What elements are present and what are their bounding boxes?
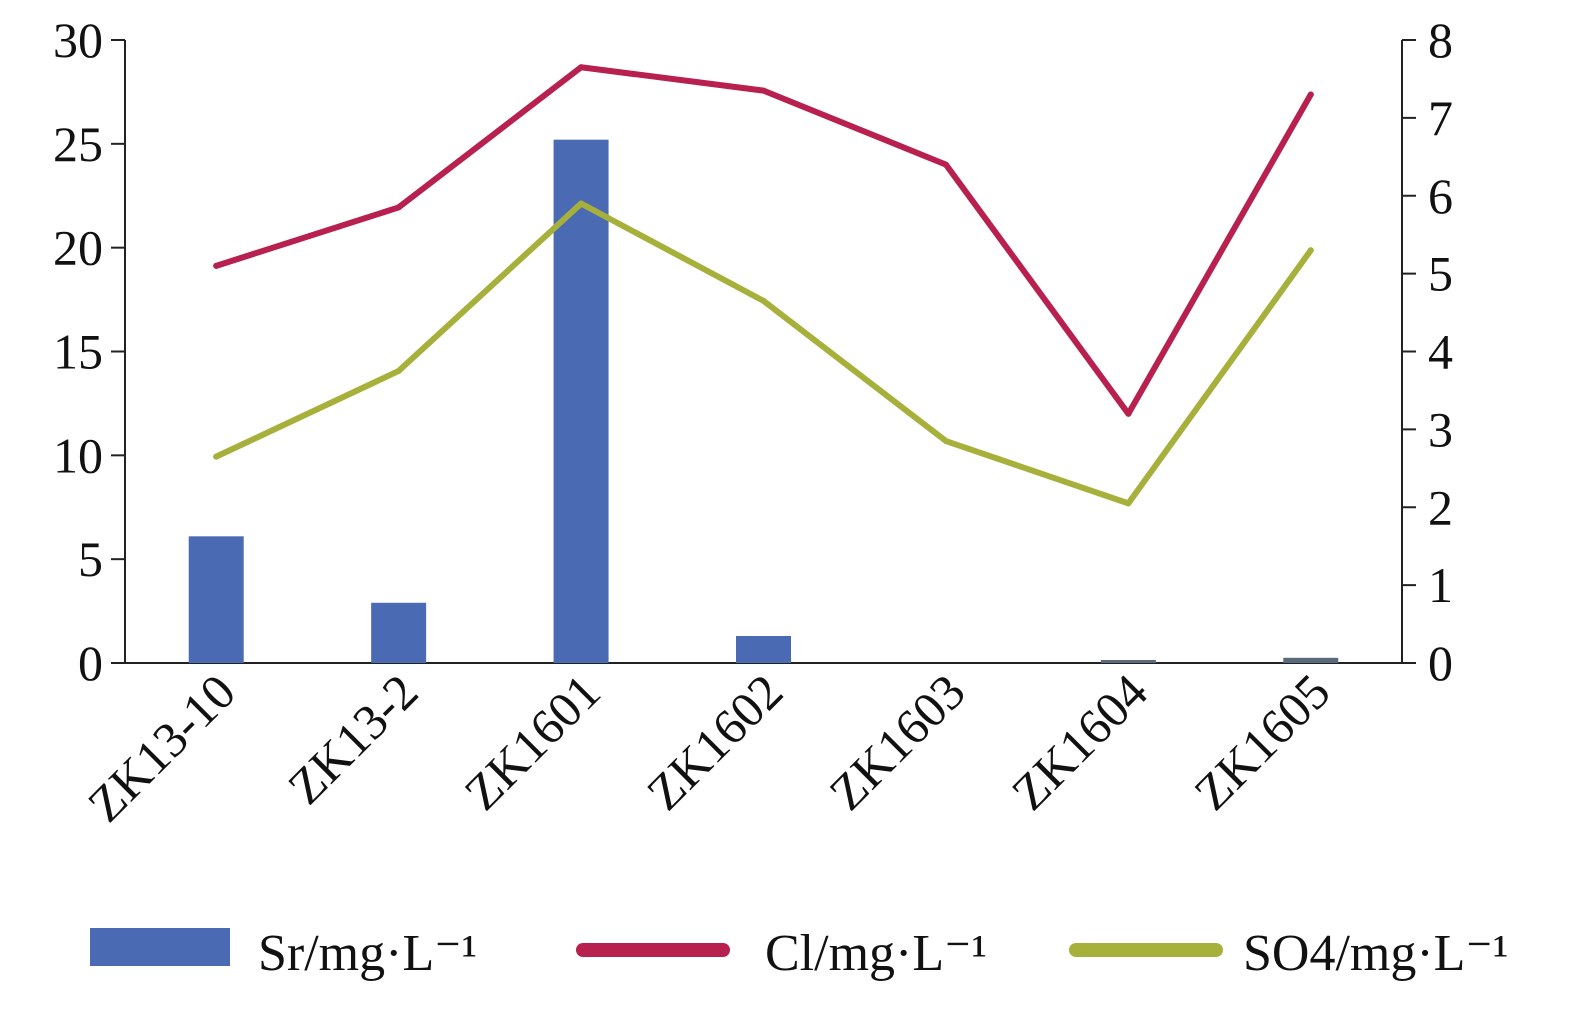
right-tick-label: 4 [1428, 324, 1453, 380]
right-tick-label: 5 [1428, 246, 1453, 302]
point-Cl/mg·L⁻¹ [1307, 91, 1314, 98]
category-label: ZK1603 [818, 663, 975, 820]
category-label: ZK1602 [636, 663, 793, 820]
category-label: ZK1604 [1001, 663, 1158, 820]
point-SO4/mg·L⁻¹ [578, 200, 585, 207]
bar-ZK1602 [736, 636, 791, 663]
bar-ZK1605 [1283, 657, 1339, 663]
right-tick-label: 8 [1428, 12, 1453, 68]
point-SO4/mg·L⁻¹ [942, 438, 949, 445]
left-tick-label: 25 [53, 116, 103, 172]
category-label: ZK13-2 [277, 663, 429, 815]
point-SO4/mg·L⁻¹ [395, 367, 402, 374]
legend-label: Cl/mg·L⁻¹ [765, 925, 987, 982]
line-SO4/mg·L⁻¹ [213, 200, 1314, 507]
bar-ZK1601 [553, 139, 609, 663]
category-labels: ZK13-10 ZK13-2 ZK1601 ZK1602 ZK1603 ZK1604 ZK1… [77, 663, 1341, 832]
line-series [213, 64, 1314, 507]
point-Cl/mg·L⁻¹ [1125, 410, 1132, 417]
left-tick-label: 0 [78, 635, 103, 691]
category-label: ZK1601 [453, 663, 610, 820]
axes: 0 5 10 15 20 25 30 0 1 2 3 4 5 6 7 8 [53, 12, 1453, 691]
right-tick-label: 1 [1428, 557, 1453, 613]
category-label: ZK1605 [1183, 663, 1340, 820]
right-tick-label: 3 [1428, 401, 1453, 457]
left-tick-label: 10 [53, 427, 103, 483]
bar-ZK13-10 [188, 536, 244, 663]
right-tick-label: 0 [1428, 635, 1453, 691]
left-tick-label: 20 [53, 220, 103, 276]
left-tick-label: 5 [78, 531, 103, 587]
right-tick-label: 2 [1428, 479, 1453, 535]
legend-swatch-bar [90, 928, 230, 966]
right-tick-label: 7 [1428, 90, 1453, 146]
line-Cl/mg·L⁻¹ [213, 64, 1314, 417]
point-Cl/mg·L⁻¹ [942, 161, 949, 168]
bar-ZK13-2 [371, 602, 427, 663]
legend-label: Sr/mg·L⁻¹ [258, 925, 477, 982]
left-tick-label: 30 [53, 12, 103, 68]
point-SO4/mg·L⁻¹ [1125, 500, 1132, 507]
point-Cl/mg·L⁻¹ [760, 87, 767, 94]
point-SO4/mg·L⁻¹ [1307, 247, 1314, 254]
point-Cl/mg·L⁻¹ [213, 262, 220, 269]
bar-ZK1604 [1100, 660, 1156, 663]
point-Cl/mg·L⁻¹ [395, 204, 402, 211]
legend: Sr/mg·L⁻¹ Cl/mg·L⁻¹ SO4/mg·L⁻¹ [90, 925, 1508, 982]
right-tick-label: 6 [1428, 168, 1453, 224]
point-SO4/mg·L⁻¹ [213, 453, 220, 460]
point-Cl/mg·L⁻¹ [578, 64, 585, 71]
bar-series [188, 139, 1339, 663]
point-SO4/mg·L⁻¹ [760, 297, 767, 304]
left-tick-label: 15 [53, 324, 103, 380]
legend-label: SO4/mg·L⁻¹ [1243, 925, 1508, 982]
